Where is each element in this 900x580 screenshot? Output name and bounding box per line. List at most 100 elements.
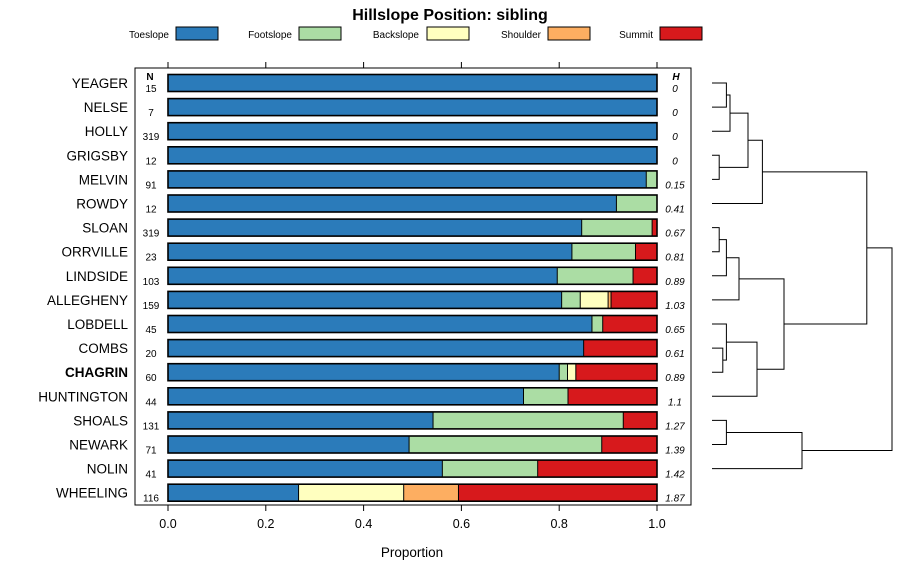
h-value-chagrin: 0.89 xyxy=(665,373,685,384)
bar-lobdell-footslope xyxy=(591,315,603,333)
n-value-rowdy: 12 xyxy=(145,205,157,216)
dendrogram-branch xyxy=(712,341,758,397)
bar-lobdell-summit xyxy=(602,315,657,333)
bar-chagrin-footslope xyxy=(559,363,568,381)
bar-melvin-toeslope xyxy=(168,170,647,188)
bar-shoals-footslope xyxy=(433,411,624,429)
bar-outline-holly xyxy=(167,121,658,141)
bar-huntington-summit xyxy=(568,387,657,405)
bar-orrville-summit xyxy=(635,243,657,261)
bar-huntington-footslope xyxy=(523,387,569,405)
legend-swatch-footslope xyxy=(298,26,342,41)
bar-outline-huntington xyxy=(167,386,658,406)
legend-swatch-toeslope xyxy=(175,26,219,41)
bar-outline-combs xyxy=(167,338,658,358)
dendrogram-branch xyxy=(719,112,749,168)
n-value-wheeling: 116 xyxy=(143,494,159,505)
bar-allegheny-summit xyxy=(611,291,657,309)
bar-outline-newark xyxy=(167,435,658,454)
row-label-lindside: LINDSIDE xyxy=(66,269,128,284)
x-tick-label: 0.6 xyxy=(453,517,470,531)
n-value-nolin: 41 xyxy=(145,470,157,481)
legend-swatch-shoulder xyxy=(547,26,591,41)
bar-allegheny-footslope xyxy=(561,291,581,309)
n-value-melvin: 91 xyxy=(145,180,157,191)
row-label-lobdell: LOBDELL xyxy=(67,317,128,332)
row-label-newark: NEWARK xyxy=(69,438,128,453)
legend-swatch-summit xyxy=(659,26,703,41)
x-tick-label: 0.4 xyxy=(355,517,372,531)
dendrogram-branch xyxy=(712,82,727,108)
legend-swatch-backslope xyxy=(426,26,470,41)
bar-huntington-toeslope xyxy=(168,387,524,405)
n-value-sloan: 319 xyxy=(143,229,160,240)
row-label-allegheny: ALLEGHENY xyxy=(47,293,128,308)
bar-lindside-toeslope xyxy=(168,267,558,285)
n-value-nelse: 7 xyxy=(148,108,154,119)
row-label-melvin: MELVIN xyxy=(79,172,128,187)
plot-frame xyxy=(134,67,692,506)
n-column-header: N xyxy=(146,72,153,83)
bar-melvin-footslope xyxy=(646,170,657,188)
dendrogram-branch xyxy=(802,247,893,452)
bar-chagrin-toeslope xyxy=(168,363,560,381)
bar-allegheny-backslope xyxy=(580,291,609,309)
h-value-wheeling: 1.87 xyxy=(665,494,685,505)
x-tick-label: 0.2 xyxy=(257,517,274,531)
bar-rowdy-toeslope xyxy=(168,195,617,212)
dendrogram-branch xyxy=(712,154,720,180)
bar-outline-grigsby xyxy=(167,146,658,165)
bar-outline-lindside xyxy=(167,266,658,286)
n-value-huntington: 44 xyxy=(145,397,157,408)
row-label-rowdy: ROWDY xyxy=(76,197,128,212)
bar-wheeling-shoulder xyxy=(403,484,459,502)
row-label-holly: HOLLY xyxy=(85,124,128,139)
h-value-rowdy: 0.41 xyxy=(665,205,684,216)
row-label-shoals: SHOALS xyxy=(73,413,128,428)
row-label-nelse: NELSE xyxy=(84,100,128,115)
bar-holly-toeslope xyxy=(168,122,657,140)
row-label-chagrin: CHAGRIN xyxy=(65,365,128,380)
h-value-yeager: 0 xyxy=(672,84,678,95)
x-tick-label: 0.8 xyxy=(551,517,568,531)
h-value-newark: 1.39 xyxy=(665,446,685,457)
x-tick-label: 0.0 xyxy=(159,517,176,531)
bar-outline-sloan xyxy=(167,218,658,237)
bar-lobdell-toeslope xyxy=(168,315,592,333)
bar-sloan-summit xyxy=(652,219,657,237)
dendrogram-branch xyxy=(712,227,720,253)
bar-outline-allegheny xyxy=(167,290,658,310)
h-value-shoals: 1.27 xyxy=(665,421,685,432)
bar-nolin-summit xyxy=(537,460,657,478)
row-label-grigsby: GRIGSBY xyxy=(66,148,128,163)
bar-outline-shoals xyxy=(167,411,658,430)
bar-sloan-toeslope xyxy=(168,219,582,237)
bar-outline-wheeling xyxy=(167,483,658,503)
bar-sloan-footslope xyxy=(581,219,653,237)
bar-wheeling-backslope xyxy=(298,484,404,502)
bar-orrville-toeslope xyxy=(168,243,572,261)
h-value-orrville: 0.81 xyxy=(665,253,684,264)
row-label-combs: COMBS xyxy=(78,341,128,356)
n-value-orrville: 23 xyxy=(145,253,157,264)
row-label-sloan: SLOAN xyxy=(82,221,128,236)
n-value-newark: 71 xyxy=(145,446,157,457)
n-value-yeager: 15 xyxy=(145,84,157,95)
bar-nolin-toeslope xyxy=(168,460,443,478)
row-labels: YEAGER 15 0 NELSE 7 0 HOLLY 319 0 GRIGSBY 12 0 MELVI… xyxy=(38,76,685,505)
h-value-lindside: 0.89 xyxy=(665,277,685,288)
row-label-wheeling: WHEELING xyxy=(56,486,128,501)
legend-label-shoulder: Shoulder xyxy=(501,30,542,41)
legend-label-footslope: Footslope xyxy=(248,30,292,41)
legend-label-summit: Summit xyxy=(619,30,653,41)
x-axis-title: Proportion xyxy=(381,545,443,560)
bar-allegheny-shoulder xyxy=(608,291,612,309)
row-label-orrville: ORRVILLE xyxy=(61,245,128,260)
n-value-allegheny: 159 xyxy=(143,301,160,312)
bar-nelse-toeslope xyxy=(168,98,657,116)
h-column-header: H xyxy=(672,72,680,83)
bar-outline-lobdell xyxy=(167,314,658,334)
bar-outline-melvin xyxy=(167,170,658,189)
chart-title: Hillslope Position: sibling xyxy=(352,7,548,24)
